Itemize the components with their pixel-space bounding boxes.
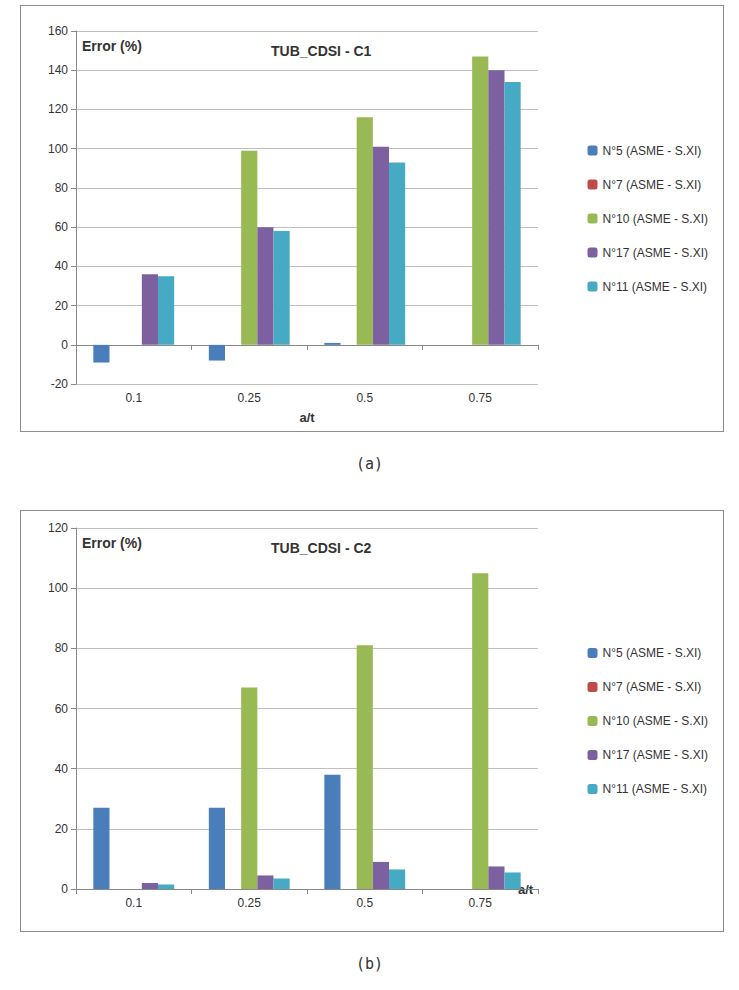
svg-text:N°7 (ASME - S.XI): N°7 (ASME - S.XI) [603,680,702,694]
svg-text:120: 120 [48,102,68,116]
svg-text:0: 0 [61,882,68,896]
svg-text:N°7 (ASME - S.XI): N°7 (ASME - S.XI) [603,178,702,192]
html-text:(a): (a) [356,455,383,473]
svg-text:0: 0 [61,338,68,352]
svg-text:TUB_CDSI - C2: TUB_CDSI - C2 [271,540,372,556]
svg-text:120: 120 [48,521,68,535]
svg-text:40: 40 [55,762,69,776]
svg-text:N°17 (ASME - S.XI): N°17 (ASME - S.XI) [603,748,709,762]
svg-text:N°10 (ASME - S.XI): N°10 (ASME - S.XI) [603,212,709,226]
svg-text:0.5: 0.5 [356,391,373,405]
svg-text:N°5 (ASME - S.XI): N°5 (ASME - S.XI) [603,646,702,660]
svg-text:140: 140 [48,63,68,77]
svg-text:80: 80 [55,641,69,655]
svg-text:0.25: 0.25 [238,896,262,910]
svg-text:N°11 (ASME - S.XI): N°11 (ASME - S.XI) [603,782,708,796]
svg-text:N°10 (ASME - S.XI): N°10 (ASME - S.XI) [603,714,709,728]
svg-text:Error (%): Error (%) [82,38,142,54]
svg-text:-20: -20 [51,377,69,391]
svg-text:N°17 (ASME - S.XI): N°17 (ASME - S.XI) [603,246,709,260]
html-text:(b): (b) [356,955,383,973]
svg-text:100: 100 [48,142,68,156]
svg-text:20: 20 [55,299,69,313]
svg-text:0.75: 0.75 [469,896,493,910]
svg-text:a/t: a/t [299,410,315,425]
svg-text:60: 60 [55,702,69,716]
svg-text:TUB_CDSI - C1: TUB_CDSI - C1 [271,43,372,59]
svg-text:0.5: 0.5 [356,896,373,910]
svg-text:100: 100 [48,581,68,595]
svg-text:80: 80 [55,181,69,195]
svg-text:0.75: 0.75 [469,391,493,405]
svg-text:20: 20 [55,822,69,836]
svg-text:N°5 (ASME - S.XI): N°5 (ASME - S.XI) [603,144,702,158]
svg-text:0.1: 0.1 [125,896,142,910]
svg-text:60: 60 [55,220,69,234]
svg-text:160: 160 [48,24,68,38]
svg-text:N°11 (ASME - S.XI): N°11 (ASME - S.XI) [603,280,708,294]
svg-text:Error (%): Error (%) [82,535,142,551]
svg-text:0.25: 0.25 [238,391,262,405]
svg-text:40: 40 [55,259,69,273]
svg-text:0.1: 0.1 [125,391,142,405]
